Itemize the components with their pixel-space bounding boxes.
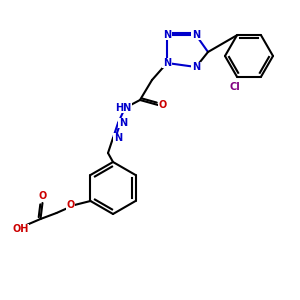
Text: HN: HN <box>115 103 131 113</box>
Text: N: N <box>192 62 200 72</box>
Text: N: N <box>192 30 200 40</box>
Text: O: O <box>159 100 167 110</box>
Text: OH: OH <box>12 224 29 234</box>
Text: N: N <box>163 58 171 68</box>
Text: N: N <box>119 118 127 128</box>
Text: Cl: Cl <box>230 82 240 92</box>
Text: O: O <box>66 200 75 210</box>
Text: N: N <box>114 133 122 143</box>
Text: N: N <box>163 30 171 40</box>
Text: O: O <box>38 191 46 201</box>
